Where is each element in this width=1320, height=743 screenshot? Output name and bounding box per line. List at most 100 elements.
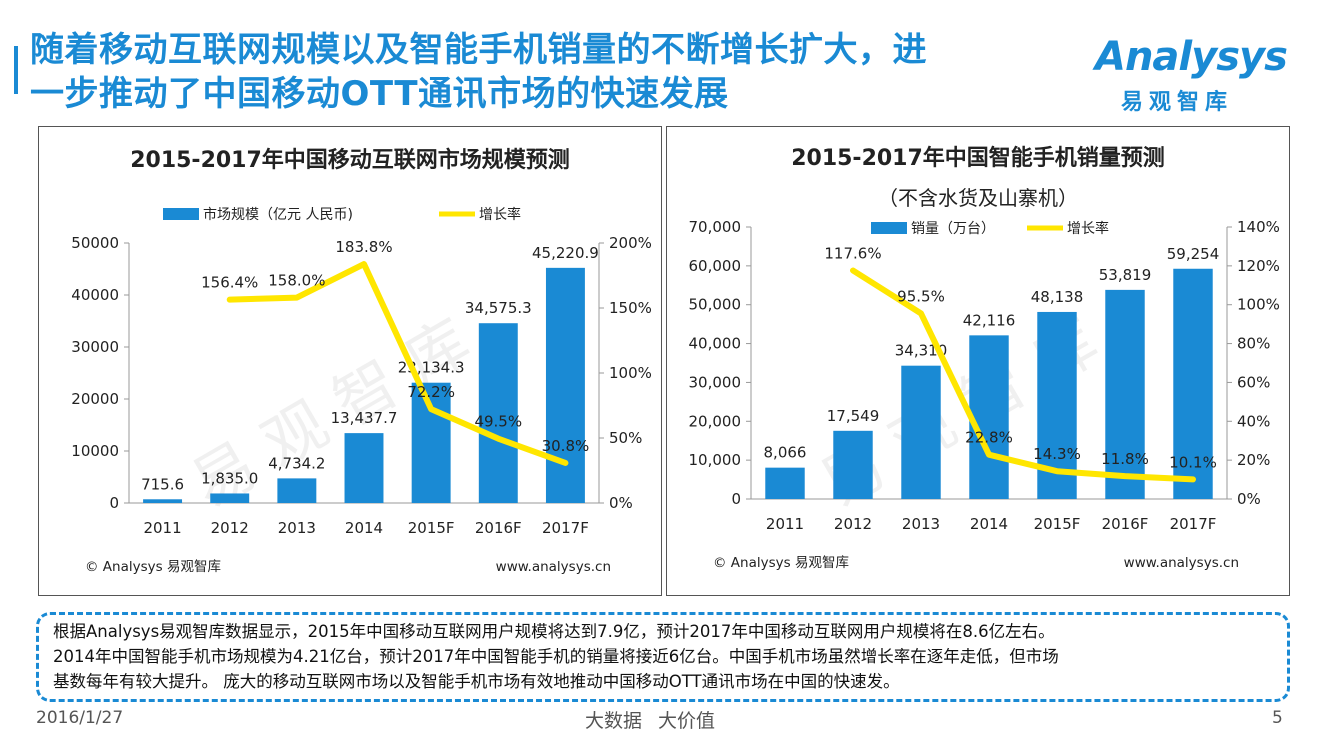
bar (833, 430, 873, 499)
x-tick-label: 2012 (211, 519, 249, 537)
x-tick-label: 2014 (345, 519, 383, 537)
logo-wordmark: Analysys (1095, 34, 1288, 80)
y-left-tick-label: 30000 (71, 338, 119, 356)
growth-rate-label: 30.8% (542, 437, 590, 455)
analysys-logo: Analysys 易观智库 (1085, 30, 1288, 120)
bar-value-label: 13,437.7 (331, 409, 398, 427)
legend-bar-label: 市场规模（亿元 人民币) (203, 206, 353, 223)
x-tick-label: 2014 (970, 515, 1008, 533)
bar-value-label: 59,254 (1167, 245, 1220, 263)
growth-rate-point (919, 311, 923, 316)
growth-rate-label: 183.8% (335, 238, 392, 256)
y-left-tick-label: 0 (731, 490, 741, 508)
chart-website: www.analysys.cn (496, 559, 611, 575)
y-right-tick-label: 80% (1237, 335, 1270, 353)
bar (478, 323, 518, 503)
market-size-chart-panel: 易观智库 2015-2017年中国移动互联网市场规模预测 市场规模（亿元 人民币) 增… (38, 126, 662, 596)
y-right-tick-label: 100% (609, 364, 652, 382)
growth-rate-point (362, 262, 366, 267)
bar-value-label: 1,835.0 (201, 469, 258, 487)
bar-value-label: 48,138 (1031, 288, 1084, 306)
growth-rate-label: 95.5% (897, 287, 945, 305)
summary-box: 根据Analysys易观智库数据显示，2015年中国移动互联网用户规模将达到7.… (36, 612, 1290, 702)
bar-value-label: 4,734.2 (268, 454, 325, 472)
growth-rate-point (294, 295, 299, 300)
x-tick-label: 2011 (766, 515, 804, 533)
legend-line-label: 增长率 (479, 206, 521, 223)
summary-line-3: 基数每年有较大提升。 庞大的移动互联网市场以及智能手机市场有效地推动中国移动OT… (53, 672, 900, 691)
bar-value-label: 8,066 (764, 444, 807, 462)
bar-value-label: 53,819 (1099, 266, 1152, 284)
chart-title: 2015-2017年中国智能手机销量预测 (791, 145, 1165, 171)
x-tick-label: 2017F (542, 519, 589, 537)
growth-rate-label: 72.2% (407, 383, 455, 401)
y-left-tick-label: 40,000 (689, 335, 742, 353)
y-left-tick-label: 40000 (71, 286, 119, 304)
summary-line-2: 2014年中国智能手机市场规模为4.21亿台，预计2017年中国智能手机的销量将… (53, 647, 1059, 666)
x-tick-label: 2017F (1170, 515, 1217, 533)
bar-value-label: 45,220.9 (532, 244, 599, 262)
summary-line-1: 根据Analysys易观智库数据显示，2015年中国移动互联网用户规模将达到7.… (53, 622, 1055, 641)
chart-source: © Analysys 易观智库 (713, 555, 849, 571)
chart-subtitle: （不含水货及山寨机） (878, 186, 1078, 210)
y-right-tick-label: 0% (1237, 490, 1261, 508)
growth-rate-point (563, 460, 568, 465)
y-right-tick-label: 150% (609, 299, 652, 317)
chart-website: www.analysys.cn (1124, 555, 1239, 571)
legend-line-label: 增长率 (1067, 220, 1109, 237)
footer-date: 2016/1/27 (36, 708, 124, 728)
growth-rate-label: 14.3% (1033, 445, 1081, 463)
legend-bar-label: 销量（万台） (911, 221, 995, 237)
growth-rate-label: 22.8% (965, 429, 1013, 447)
growth-rate-point (227, 297, 232, 302)
growth-rate-label: 49.5% (474, 413, 522, 431)
growth-rate-point (496, 436, 501, 441)
footer-slogan: 大数据 大价值 (585, 710, 716, 732)
logo-subtitle: 易观智库 (1121, 90, 1234, 115)
bar-value-label: 715.6 (141, 475, 184, 493)
growth-rate-point (851, 268, 855, 273)
y-right-tick-label: 0% (609, 494, 633, 512)
y-right-tick-label: 50% (609, 429, 642, 447)
growth-rate-line (226, 261, 569, 466)
y-left-tick-label: 10,000 (689, 451, 742, 469)
growth-rate-label: 117.6% (824, 245, 881, 263)
y-left-tick-label: 50,000 (689, 296, 742, 314)
bar (1173, 268, 1213, 499)
x-tick-label: 2015F (1034, 515, 1081, 533)
y-right-tick-label: 200% (609, 234, 652, 252)
y-left-tick-label: 70,000 (689, 218, 742, 236)
bar (143, 499, 183, 503)
growth-rate-label: 158.0% (268, 272, 325, 290)
y-left-tick-label: 0 (109, 494, 119, 512)
growth-rate-point (1191, 477, 1195, 482)
x-tick-label: 2016F (1102, 515, 1149, 533)
legend-bar-swatch (163, 208, 199, 220)
growth-rate-point (429, 407, 434, 412)
chart-title: 2015-2017年中国移动互联网市场规模预测 (130, 147, 570, 173)
bar (210, 493, 250, 503)
summary-text: 根据Analysys易观智库数据显示，2015年中国移动互联网用户规模将达到7.… (53, 619, 1283, 694)
bar (277, 478, 317, 503)
growth-rate-line (850, 267, 1196, 483)
x-tick-label: 2016F (475, 519, 522, 537)
bar (1105, 289, 1145, 499)
y-right-tick-label: 20% (1237, 451, 1270, 469)
bar-value-label: 17,549 (827, 407, 880, 425)
chart-source: © Analysys 易观智库 (85, 559, 221, 575)
x-tick-label: 2013 (278, 519, 316, 537)
y-right-tick-label: 140% (1237, 218, 1280, 236)
y-left-tick-label: 20,000 (689, 412, 742, 430)
y-left-tick-label: 20000 (71, 390, 119, 408)
title-accent-bar (14, 46, 18, 94)
page-title: 随着移动互联网规模以及智能手机销量的不断增长扩大，进 一步推动了中国移动OTT通… (30, 28, 1080, 116)
bar (344, 433, 384, 503)
y-right-tick-label: 100% (1237, 296, 1280, 314)
smartphone-sales-chart: 易观智库2015-2017年中国智能手机销量预测（不含水货及山寨机）销量（万台）… (689, 145, 1280, 571)
y-left-tick-label: 60,000 (689, 257, 742, 275)
page-number: 5 (1272, 708, 1283, 728)
y-left-tick-label: 50000 (71, 234, 119, 252)
y-left-tick-label: 10000 (71, 442, 119, 460)
x-tick-label: 2015F (408, 519, 455, 537)
